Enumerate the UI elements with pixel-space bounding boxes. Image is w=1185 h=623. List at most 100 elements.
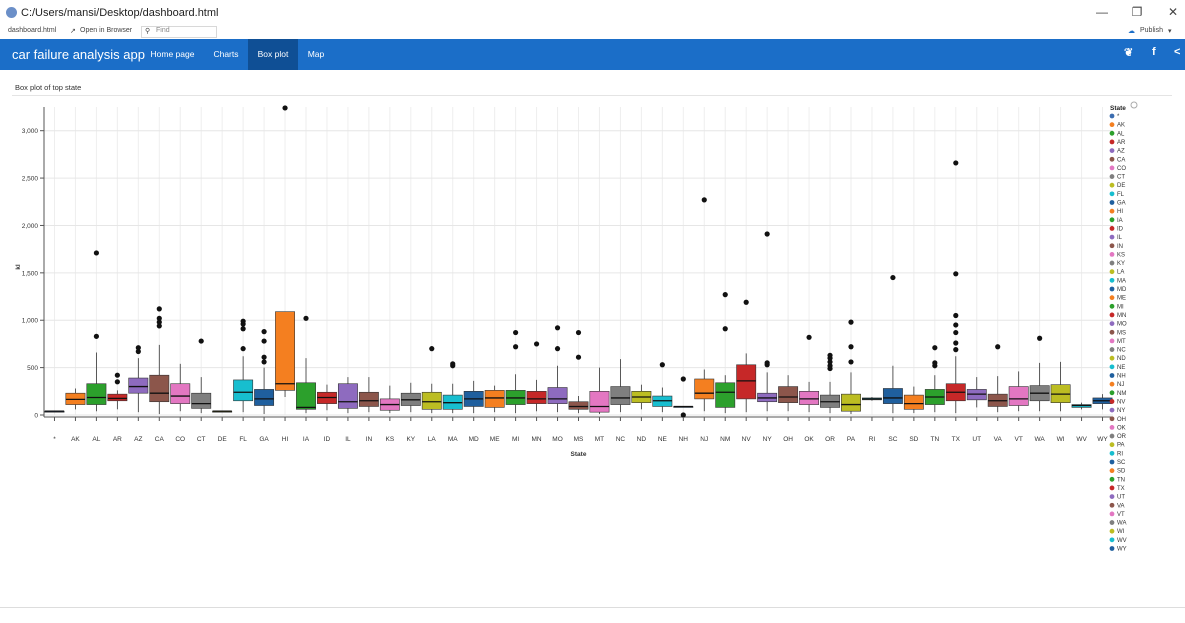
legend-item-label: HI	[1117, 209, 1123, 215]
legend-item-label: TN	[1117, 477, 1125, 483]
legend-item-label: UT	[1117, 495, 1125, 501]
nav-home-page[interactable]: Home page	[150, 49, 195, 59]
x-tick-label: VA	[994, 436, 1003, 443]
legend-item-label: NJ	[1117, 382, 1124, 388]
legend-swatch	[1109, 399, 1115, 404]
nav-map[interactable]: Map	[307, 49, 325, 59]
outlier-point	[156, 319, 162, 325]
legend-swatch	[1109, 502, 1115, 508]
file-tab[interactable]: dashboard.html	[8, 27, 57, 34]
outlier-point	[806, 334, 812, 340]
x-tick-label: IN	[366, 436, 373, 443]
navbar: car failure analysis app Home page Chart…	[0, 39, 1185, 70]
y-tick-label: 1,000	[22, 318, 39, 325]
legend-swatch	[1109, 113, 1115, 119]
box-PA	[841, 393, 861, 412]
chevron-down-icon[interactable]: ▾	[1168, 28, 1172, 35]
legend-title: State	[1110, 105, 1126, 112]
x-tick-label: WY	[1097, 436, 1108, 443]
x-tick-label: NM	[720, 436, 730, 443]
outlier-point	[303, 315, 309, 321]
box-NJ	[694, 378, 715, 400]
legend-swatch	[1109, 243, 1115, 249]
nav-box-plot[interactable]: Box plot	[248, 39, 298, 70]
legend-swatch	[1109, 442, 1115, 448]
legend-swatch	[1109, 381, 1115, 387]
restore-icon[interactable]: ❐	[1131, 5, 1143, 19]
twitter-icon[interactable]: ❦	[1124, 47, 1134, 59]
outlier-point	[1037, 335, 1043, 341]
legend-swatch	[1109, 390, 1115, 396]
legend-swatch	[1109, 139, 1115, 145]
outlier-point	[240, 318, 246, 324]
x-tick-label: PA	[847, 436, 856, 443]
legend-item-label: TX	[1117, 486, 1125, 492]
box-VT	[1008, 386, 1029, 406]
outlier-point	[93, 333, 100, 339]
minimize-icon[interactable]: —	[1096, 5, 1108, 19]
legend-swatch	[1109, 156, 1115, 162]
legend-item-label: OR	[1117, 434, 1127, 440]
outlier-point	[261, 338, 267, 344]
outlier-point	[764, 231, 770, 237]
box-HI	[275, 311, 295, 391]
find-input[interactable]: ⚲ Find	[141, 26, 217, 38]
publish-icon[interactable]: ☁	[1128, 28, 1135, 35]
x-tick-label: OK	[804, 436, 814, 443]
legend-swatch	[1109, 234, 1115, 240]
open-browser-icon[interactable]: ↗	[70, 28, 76, 35]
legend-swatch	[1109, 433, 1115, 439]
y-tick-label: 2,500	[22, 176, 39, 183]
outlier-point	[701, 197, 707, 203]
box-NV	[736, 364, 757, 400]
open-in-browser-button[interactable]: Open in Browser	[80, 27, 133, 34]
legend-swatch	[1109, 122, 1115, 128]
legend-item-label: NC	[1117, 348, 1126, 354]
x-tick-label: IA	[303, 436, 310, 443]
outlier-point	[450, 361, 456, 367]
x-tick-label: VT	[1015, 436, 1023, 443]
x-tick-label: KY	[406, 436, 415, 443]
x-tick-label: ME	[490, 436, 500, 443]
x-tick-label: ID	[324, 436, 331, 443]
x-tick-label: CT	[197, 436, 206, 443]
outlier-point	[890, 274, 896, 281]
close-icon[interactable]: ✕	[1167, 5, 1179, 19]
legend-item-label: CA	[1117, 157, 1125, 163]
x-tick-label: FL	[239, 436, 247, 443]
outlier-point	[932, 345, 938, 351]
y-tick-label: 1,500	[22, 270, 39, 277]
legend-item-label: ID	[1117, 226, 1124, 232]
facebook-icon[interactable]: f	[1152, 46, 1156, 58]
x-tick-label: NY	[763, 436, 773, 443]
window-title: C:/Users/mansi/Desktop/dashboard.html	[21, 7, 219, 19]
legend-item-label: IN	[1117, 244, 1123, 250]
nav-charts[interactable]: Charts	[213, 49, 239, 59]
legend-swatch	[1109, 416, 1115, 422]
legend-item-label: AR	[1117, 140, 1126, 146]
outlier-point	[848, 319, 854, 325]
box-OH	[778, 386, 799, 403]
outlier-point	[764, 360, 770, 366]
box-ME	[484, 390, 505, 408]
legend-item-label: AZ	[1117, 149, 1125, 155]
legend-item-label: CO	[1117, 166, 1126, 172]
outlier-point	[261, 359, 267, 365]
outlier-point	[827, 359, 833, 365]
x-tick-label: NC	[616, 436, 626, 443]
legend-item-label: VT	[1117, 512, 1125, 518]
legend-item-label: *	[1117, 114, 1120, 120]
legend-item-label: OK	[1117, 425, 1126, 431]
outlier-point	[575, 354, 582, 360]
outlier-point	[575, 329, 582, 336]
legend-item-label: MA	[1117, 278, 1126, 284]
share-icon[interactable]: <	[1174, 46, 1181, 58]
window-titlebar: C:/Users/mansi/Desktop/dashboard.html — …	[0, 0, 1185, 26]
boxplot-chart: 0 500 1,000 1,500 2,000 2,500 3,000 kl State * AK A…	[15, 101, 1138, 553]
panel-divider	[12, 95, 1172, 96]
publish-button[interactable]: Publish	[1140, 27, 1163, 34]
box-IL	[337, 383, 358, 409]
brand-title[interactable]: car failure analysis app	[12, 47, 145, 62]
outlier-point	[554, 325, 561, 331]
outlier-point	[848, 344, 854, 350]
